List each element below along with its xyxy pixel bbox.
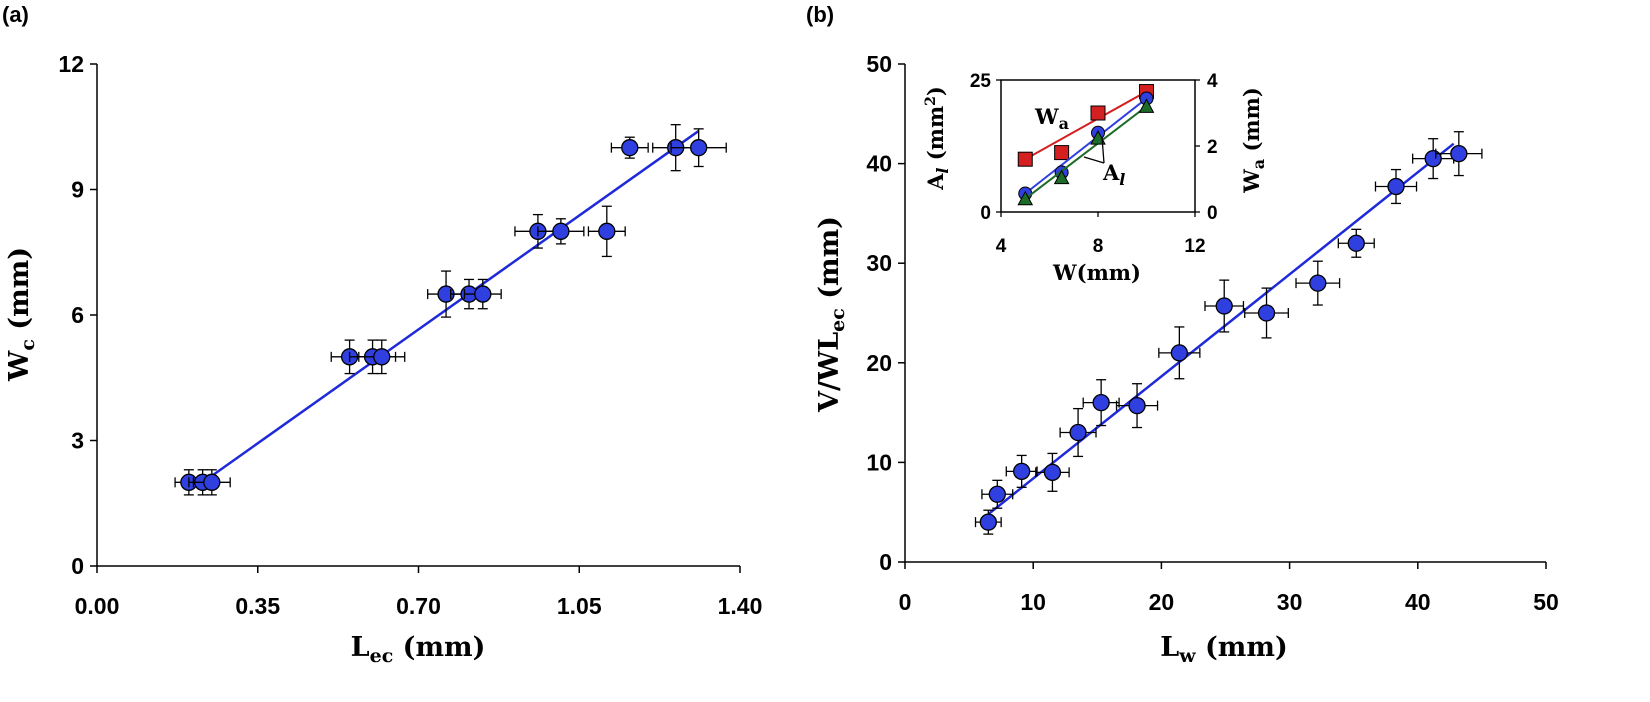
data-point xyxy=(1257,304,1276,322)
inset-x-tick-label: 8 xyxy=(1093,236,1104,257)
inset-arrow xyxy=(1083,156,1105,164)
data-point xyxy=(1069,423,1087,442)
inset-ylabel-left: Al (mm2) xyxy=(923,86,952,191)
inset-fit-line xyxy=(1024,90,1147,161)
data-point xyxy=(1092,393,1110,412)
inset-y-left-tick-label: 25 xyxy=(970,71,992,92)
inset-fit-line xyxy=(1024,105,1148,200)
y-tick-label: 20 xyxy=(866,350,892,376)
y-tick-label: 6 xyxy=(71,302,84,328)
inset-square-marker xyxy=(1017,151,1033,167)
inset-triangle-marker xyxy=(1017,190,1034,206)
panel-b-ylabel: V/WLec (mm) xyxy=(814,216,849,413)
data-point xyxy=(598,222,616,240)
inset-y-left-tick-label: 0 xyxy=(980,203,991,224)
data-point xyxy=(203,473,221,491)
y-tick-label: 40 xyxy=(866,151,892,177)
data-point xyxy=(1128,396,1146,415)
x-tick-label: 40 xyxy=(1405,589,1431,615)
inset-fit-line xyxy=(1024,97,1148,195)
data-point xyxy=(1043,463,1062,482)
y-tick-label: 10 xyxy=(866,449,892,475)
fit-line xyxy=(987,142,1455,516)
data-point xyxy=(988,485,1006,503)
inset-x-tick-label: 12 xyxy=(1184,236,1205,257)
inset-xlabel: W(mm) xyxy=(1052,260,1141,285)
inset-y-right-tick-label: 4 xyxy=(1207,71,1218,92)
y-tick-label: 0 xyxy=(71,553,84,579)
x-tick-label: 20 xyxy=(1149,589,1175,615)
x-tick-label: 0.00 xyxy=(75,593,120,619)
panel-a-ylabel: Wc (mm) xyxy=(4,247,39,382)
inset-y-right-tick-label: 0 xyxy=(1207,203,1218,224)
data-point xyxy=(373,348,391,366)
x-tick-label: 1.40 xyxy=(718,593,763,619)
data-point xyxy=(1424,149,1442,168)
x-tick-label: 10 xyxy=(1020,589,1046,615)
y-tick-label: 0 xyxy=(879,549,892,575)
panel-a-label: (a) xyxy=(2,2,29,27)
inset-square-marker xyxy=(1090,105,1106,121)
panel-b-xlabel: Lw (mm) xyxy=(1160,632,1287,667)
inset-triangle-marker xyxy=(1053,169,1070,185)
data-point xyxy=(1013,462,1031,481)
data-point xyxy=(621,139,639,157)
inset-annotation-al: Al xyxy=(1102,160,1125,189)
data-point xyxy=(979,513,997,531)
data-point xyxy=(1387,177,1405,196)
panel-a-xlabel: Lec (mm) xyxy=(351,632,486,667)
y-tick-label: 12 xyxy=(58,51,84,77)
data-point xyxy=(1309,274,1327,292)
inset-annotation-wa: Wa xyxy=(1034,104,1069,133)
x-tick-label: 30 xyxy=(1277,589,1303,615)
inset-triangle-marker xyxy=(1138,98,1155,113)
y-tick-label: 50 xyxy=(866,51,892,77)
y-tick-label: 9 xyxy=(71,177,84,203)
x-tick-label: 0 xyxy=(899,589,912,615)
panel-a-plot: 0.00 0.35 0.70 1.05 1.40 0 3 6 9 12 xyxy=(58,51,762,619)
data-point xyxy=(474,285,492,303)
data-point xyxy=(1450,144,1468,163)
y-tick-label: 30 xyxy=(866,250,892,276)
panel-b-label: (b) xyxy=(806,2,834,27)
inset-ylabel-right: Wa (mm) xyxy=(1239,87,1268,194)
x-tick-label: 1.05 xyxy=(557,593,602,619)
x-tick-label: 0.70 xyxy=(396,593,441,619)
inset-arrow xyxy=(1101,137,1105,164)
y-tick-label: 3 xyxy=(71,428,84,454)
x-tick-label: 50 xyxy=(1533,589,1559,615)
data-point xyxy=(690,139,708,157)
inset-y-right-tick-label: 2 xyxy=(1207,137,1218,158)
x-tick-label: 0.35 xyxy=(235,593,280,619)
inset-square-marker xyxy=(1054,145,1070,161)
data-point xyxy=(552,222,570,240)
data-point xyxy=(1170,344,1188,362)
data-point xyxy=(1347,234,1365,252)
fit-line xyxy=(201,129,700,484)
inset-x-tick-label: 4 xyxy=(996,236,1007,257)
data-point xyxy=(1215,297,1233,315)
